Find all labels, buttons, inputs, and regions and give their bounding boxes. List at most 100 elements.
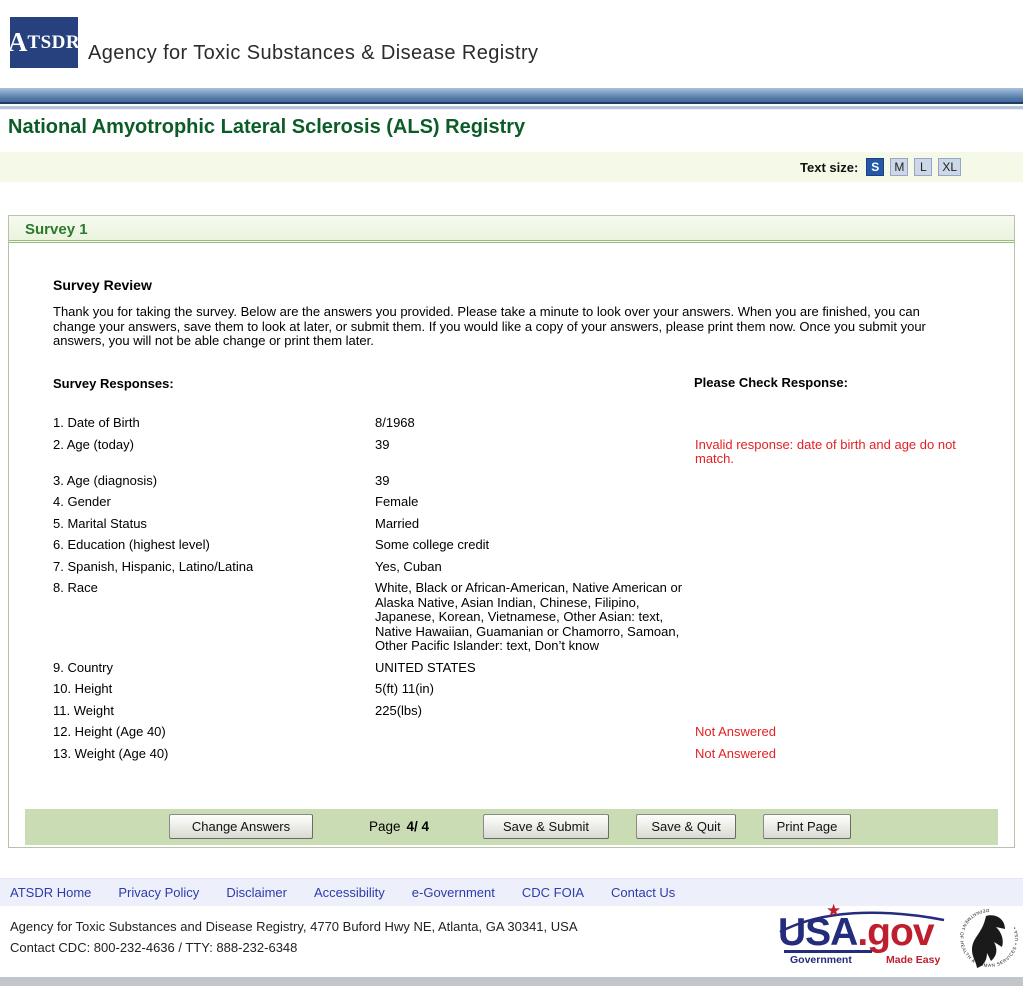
change-answers-button[interactable]: Change Answers	[169, 814, 313, 839]
question-label: 8. Race	[53, 580, 98, 595]
footer-link-disclaimer[interactable]: Disclaimer	[226, 885, 287, 900]
nav-bar-strip	[0, 106, 1023, 110]
page-indicator-label: Page	[369, 819, 401, 834]
check-message	[695, 513, 993, 535]
survey-row: 10. Height 5(ft) 11(in)	[53, 679, 993, 701]
check-message	[695, 657, 993, 679]
hhs-logo[interactable]: DEPARTMENT OF HEALTH & HUMAN SERVICES • …	[956, 903, 1022, 975]
text-size-button-m[interactable]: M	[890, 158, 909, 176]
check-message	[695, 679, 993, 701]
question-label: 3. Age (diagnosis)	[53, 472, 158, 488]
survey-panel-header: Survey 1	[9, 216, 1014, 243]
agency-name: Agency for Toxic Substances & Disease Re…	[88, 42, 539, 64]
text-size-button-xl[interactable]: XL	[938, 158, 961, 176]
survey-table-body: 1. Date of Birth 8/1968 2. Age (today) 3…	[53, 413, 993, 765]
footer-link-contact-us[interactable]: Contact Us	[611, 885, 676, 900]
print-page-button[interactable]: Print Page	[763, 814, 851, 839]
question-label: 10. Height	[53, 681, 113, 696]
check-message	[695, 578, 993, 658]
survey-row: 12. Height (Age 40) Not Answered	[53, 722, 993, 744]
check-column-header: Please Check Response:	[694, 374, 848, 390]
footer-link-privacy-policy[interactable]: Privacy Policy	[118, 885, 200, 900]
section-title: Survey Review	[53, 277, 152, 293]
question-label: 9. Country	[53, 659, 113, 675]
text-size-button-s[interactable]: S	[866, 158, 885, 176]
answer-value: Female	[375, 494, 419, 509]
usagov-government-text: Government	[790, 954, 852, 966]
survey-row: 13. Weight (Age 40) Not Answered	[53, 743, 993, 765]
usagov-logo[interactable]: ★ USA.gov Government Made Easy	[776, 901, 960, 967]
page-indicator-value: 4/ 4	[406, 819, 430, 834]
usagov-underbar	[784, 950, 872, 953]
column-headers: Survey Responses: Please Check Response:	[53, 375, 994, 393]
survey-row: 9. Country UNITED STATES	[53, 657, 993, 679]
check-message	[695, 413, 993, 435]
footer-nav: ATSDR Home Privacy Policy Disclaimer Acc…	[0, 878, 1023, 906]
survey-row: 8. Race White, Black or African-American…	[53, 578, 993, 658]
answer-value: White, Black or African-American, Native…	[375, 580, 683, 653]
toolbar: Text size: S M L XL	[0, 152, 1023, 182]
survey-row: 3. Age (diagnosis) 39	[53, 470, 993, 492]
usagov-swoosh-icon	[779, 911, 945, 934]
responses-column-header: Survey Responses:	[53, 375, 174, 391]
save-quit-button[interactable]: Save & Quit	[636, 814, 736, 839]
survey-row: 5. Marital Status Married	[53, 513, 993, 535]
question-label: 6. Education (highest level)	[53, 537, 210, 552]
survey-row: 1. Date of Birth 8/1968	[53, 413, 993, 435]
usagov-wordmark: USA.gov	[778, 911, 935, 954]
answer-value: 39	[375, 436, 390, 452]
check-message: Invalid response: date of birth and age …	[695, 436, 956, 466]
footer-link-atsdr-home[interactable]: ATSDR Home	[10, 885, 92, 900]
text-size-control: Text size: S M L XL	[800, 158, 961, 176]
check-message	[695, 700, 993, 722]
page-indicator: Page 4/ 4	[369, 819, 429, 834]
check-message	[695, 470, 993, 492]
footer-contact: Contact CDC: 800-232-4636 / TTY: 888-232…	[10, 940, 298, 955]
usagov-madeeasy-text: Made Easy	[886, 954, 941, 966]
question-label: 4. Gender	[53, 494, 111, 509]
survey-row: 2. Age (today) 39 Invalid response: date…	[53, 434, 993, 470]
question-label: 1. Date of Birth	[53, 415, 140, 430]
atsdr-logo[interactable]: A TSDR	[7, 17, 80, 68]
site-header: A TSDR Agency for Toxic Substances & Dise…	[0, 0, 1023, 88]
usagov-star-icon: ★	[826, 901, 842, 920]
answer-value: Married	[375, 515, 420, 531]
check-message: Not Answered	[695, 724, 776, 739]
page-title: National Amyotrophic Lateral Sclerosis (…	[8, 116, 526, 138]
save-submit-button[interactable]: Save & Submit	[483, 814, 609, 839]
question-label: 2. Age (today)	[53, 436, 134, 452]
question-label: 7. Spanish, Hispanic, Latino/Latina	[53, 558, 254, 574]
survey-row: 4. Gender Female	[53, 492, 993, 514]
survey-row: 7. Spanish, Hispanic, Latino/Latina Yes,…	[53, 556, 993, 578]
footer-info: Agency for Toxic Substances and Disease …	[10, 916, 578, 958]
answer-value: 225(lbs)	[375, 702, 422, 718]
answer-value: UNITED STATES	[375, 659, 476, 675]
answer-value: Yes, Cuban	[375, 558, 442, 574]
check-message	[695, 535, 993, 557]
footer-link-egovernment[interactable]: e-Government	[411, 885, 495, 900]
check-message: Not Answered	[695, 745, 776, 761]
answer-value: 8/1968	[375, 415, 415, 430]
footer-link-accessibility[interactable]: Accessibility	[313, 885, 385, 900]
survey-content: Survey Review Thank you for taking the s…	[9, 243, 1014, 765]
question-label: 13. Weight (Age 40)	[53, 745, 169, 761]
nav-bar	[0, 88, 1023, 104]
text-size-label: Text size:	[800, 159, 859, 175]
answer-value: 5(ft) 11(in)	[375, 681, 434, 696]
action-bar: Change Answers Page 4/ 4 Save & Submit Sa…	[25, 809, 998, 845]
survey-panel: Survey 1 Survey Review Thank you for tak…	[8, 215, 1015, 848]
question-label: 5. Marital Status	[53, 515, 147, 531]
footer-link-cdc-foia[interactable]: CDC FOIA	[521, 885, 584, 900]
answer-value	[375, 722, 695, 744]
footer-address: Agency for Toxic Substances and Disease …	[10, 919, 578, 934]
answer-value: 39	[375, 472, 390, 488]
answer-value	[375, 743, 695, 765]
bottom-bar	[0, 977, 1023, 986]
text-size-button-l[interactable]: L	[914, 158, 933, 176]
check-message	[695, 492, 993, 514]
atsdr-logo-text: A	[7, 27, 28, 57]
survey-panel-title: Survey 1	[25, 221, 88, 238]
check-message	[695, 556, 993, 578]
intro-paragraph: Thank you for taking the survey. Below a…	[53, 304, 926, 348]
hhs-eagle-icon: DEPARTMENT OF HEALTH & HUMAN SERVICES • …	[959, 908, 1018, 968]
